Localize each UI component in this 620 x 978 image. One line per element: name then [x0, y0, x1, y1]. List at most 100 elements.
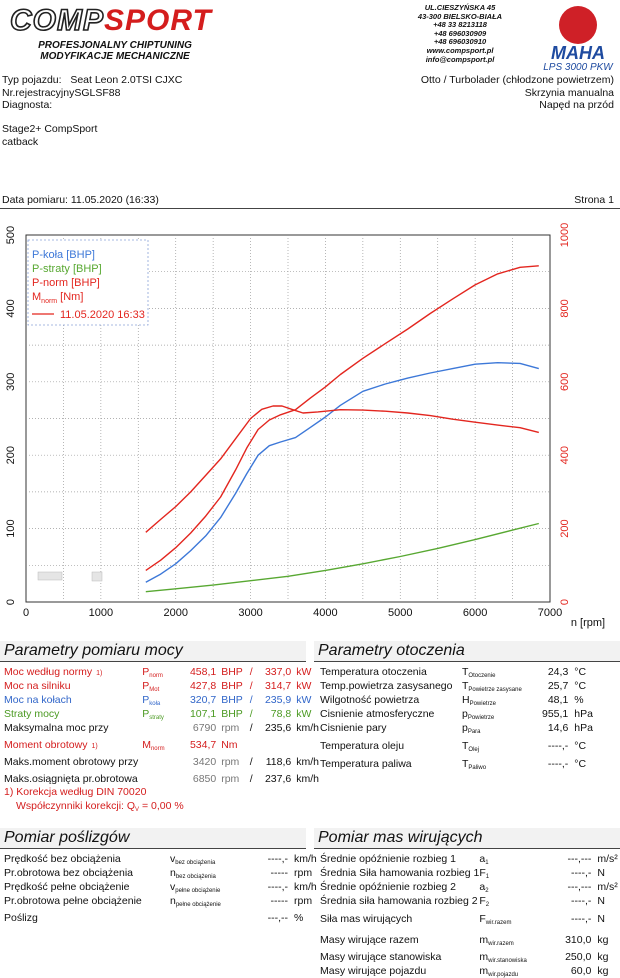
correction-value: = 0,00 % — [141, 800, 184, 812]
symbol: F — [479, 912, 486, 925]
param-label: Maksymalna moc przy — [4, 721, 142, 735]
param-unit-2: kW — [296, 680, 312, 692]
env-row: Wilgotność powietrza HPowietrze 48,1% — [320, 693, 593, 707]
param-label: Moment obrotowy 1) — [4, 735, 142, 755]
header-divider — [0, 208, 620, 209]
row-unit: °C — [574, 740, 587, 752]
env-row: Temperatura otoczenia TOtoczenie 24,3 °C — [320, 665, 593, 679]
row-value: ---,--- — [567, 853, 592, 865]
correction-sub: V — [135, 807, 140, 813]
vehicle-drivetrain: Otto / Turbolader (chłodzone powietrzem)… — [421, 74, 614, 112]
row-label: Poślizg — [4, 912, 38, 924]
symbol-subscript: bez obciążenia — [175, 859, 216, 866]
row-unit: km/h — [294, 881, 317, 893]
row-value: ----,- — [267, 881, 288, 893]
engine-type: Otto / Turbolader (chłodzone powietrzem) — [420, 74, 614, 86]
param-label: Moc na kołach — [4, 693, 142, 707]
env-header-bg: Parametry otoczenia — [314, 641, 620, 662]
param-separator: / — [249, 680, 253, 692]
env-row: Cisnienie pary pPara 14,6 hPa — [320, 721, 593, 735]
logo-subtitle-2: MODYFIKACJE MECHANICZNE — [40, 51, 190, 62]
row-label: Średnia siła hamowania rozbieg 2 — [320, 895, 478, 907]
symbol-subscript: Paliwo — [468, 764, 487, 771]
torque-line — [145, 405, 539, 533]
y-left-tick-label: 0 — [5, 599, 17, 605]
symbol-subscript: norm — [150, 745, 165, 752]
row-label: Temperatura oleju — [320, 740, 405, 752]
row-unit: m/s² — [597, 853, 618, 865]
row-unit: N — [597, 895, 605, 907]
symbol-cell: HPowietrze — [462, 693, 542, 707]
row-label: Cisnienie pary — [320, 722, 387, 734]
param-label: Maks.osiągnięta pr.obrotowa — [4, 769, 142, 789]
symbol-subscript: wir.razem — [488, 940, 514, 947]
param-unit-1: BHP — [221, 666, 243, 678]
symbol-cell — [142, 769, 186, 789]
param-unit-1: Nm — [221, 739, 238, 751]
row-label: Masy wirujące pojazdu — [320, 965, 427, 977]
params-row: Moc na kołach Pkoła 320,7 BHP/235,9 kW — [4, 693, 319, 707]
address-phone-2: +48 696030909 — [433, 28, 487, 38]
params-row: Maksymalna moc przy 6790 rpm / 235,6 km/h — [4, 721, 319, 735]
p-kola-line — [145, 361, 539, 583]
params-header-bg: Parametry pomiaru mocy — [0, 641, 306, 662]
symbol-cell: Pkoła — [142, 693, 186, 707]
row-value: 24,3 — [547, 666, 569, 678]
symbol-subscript: norm — [149, 672, 163, 679]
company-address: UL.CIESZYŃSKA 45 43-300 BIELSKO-BIAŁA +4… — [400, 3, 520, 64]
address-phone-3: +48 696030910 — [433, 37, 487, 47]
param-separator: / — [249, 722, 253, 734]
inertia-row: Masy wirujące razem mwir.razem 310,0 kg — [320, 930, 618, 950]
symbol-cell: mwir.razem — [479, 930, 547, 950]
row-label: Siła mas wirujących — [320, 913, 413, 925]
symbol-cell: F2 — [479, 894, 547, 908]
param-value-2: 118,6 — [265, 756, 292, 768]
param-label-text: Moment obrotowy — [4, 739, 88, 751]
row-unit: N — [597, 867, 605, 879]
date-value: 11.05.2020 (16:33) — [70, 194, 159, 206]
legend-p-norm: P-norm [BHP] — [32, 277, 100, 289]
maha-brand: MAHA — [551, 43, 605, 63]
symbol: P — [142, 707, 150, 720]
x-tick-label: 4000 — [313, 607, 337, 619]
legend-m-norm-part: norm — [41, 298, 57, 305]
y-left-tick-label: 100 — [5, 519, 17, 537]
row-unit: km/h — [294, 853, 317, 865]
symbol: T — [462, 739, 469, 752]
compsport-logo: COMPSPORT PROFESJONALNY CHIPTUNING MODYF… — [9, 5, 220, 62]
symbol-cell: a1 — [479, 852, 547, 866]
inertia-title: Pomiar mas wirujących — [314, 828, 620, 849]
param-unit-2 — [291, 735, 319, 755]
param-label: Straty mocy — [4, 707, 142, 721]
symbol-subscript: pełne obciążenie — [175, 901, 221, 908]
env-row: Temperatura paliwa TPaliwo ----,- °C — [320, 757, 593, 771]
param-separator: / — [249, 708, 253, 720]
measurement-date: Data pomiaru: 11.05.2020 (16:33) — [2, 194, 159, 206]
y-left-tick-label: 400 — [5, 299, 17, 317]
inertia-row: Średnie opóźnienie rozbieg 2 a2 ---,--- m/s… — [320, 880, 618, 894]
param-unit-2: kW — [296, 708, 312, 720]
param-value-1: 6850 — [192, 773, 217, 785]
param-label-text: Moc według normy — [4, 666, 93, 678]
symbol: a — [479, 880, 486, 893]
param-value-1: 534,7 — [189, 739, 217, 751]
y-right-tick-label: 600 — [559, 373, 571, 391]
slip-row: Pr.obrotowa bez obciążenia nbez obciążeni… — [4, 866, 317, 880]
symbol: v — [170, 880, 176, 893]
param-separator: / — [249, 773, 253, 785]
symbol-subscript: 2 — [485, 887, 489, 894]
row-label: Temp.powietrza zasysanego — [320, 680, 453, 692]
param-value-1: 107,1 — [189, 708, 217, 720]
params-row: Moc według normy 1) Pnorm 458,1 BHP/337,0 kW — [4, 665, 319, 679]
symbol-cell: Pstraty — [142, 707, 186, 721]
page-number: Strona 1 — [574, 194, 614, 206]
param-label-text: Maksymalna moc przy — [4, 722, 109, 734]
symbol-cell: mwir.stanowiska — [479, 950, 547, 964]
vehicle-type-label: Typ pojazdu: — [2, 74, 62, 86]
correction-note: 1) Korekcja według DIN 70020 — [4, 786, 147, 798]
param-label-text: Moc na kołach — [4, 694, 72, 706]
symbol: P — [142, 693, 150, 706]
symbol: a — [479, 852, 486, 865]
x-axis-label: n [rpm] — [571, 617, 605, 629]
gearbox-type: Skrzynia manualna — [524, 86, 614, 99]
